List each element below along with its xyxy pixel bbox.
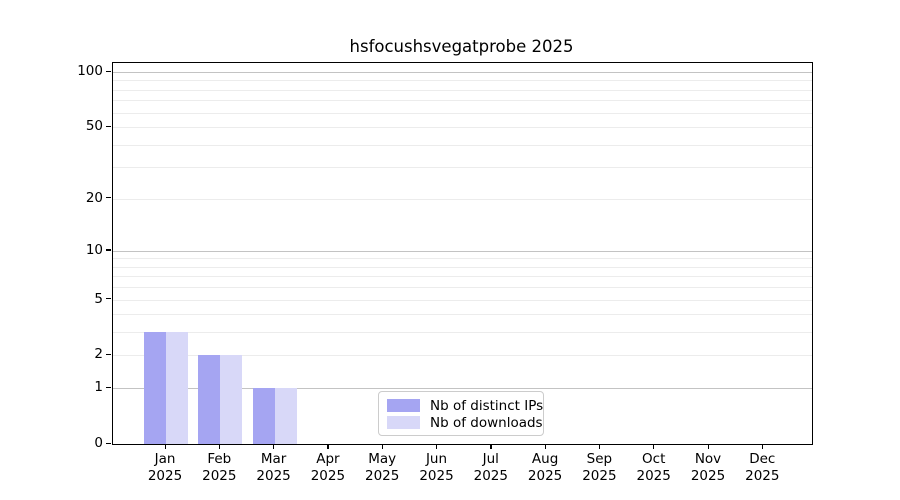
y-tick-label: 5 [94, 290, 103, 307]
x-axis-tick [273, 444, 275, 449]
x-axis-tick [598, 444, 601, 449]
gridline-minor [113, 198, 812, 200]
bar-nb-of-distinct-ips-jan [144, 332, 166, 444]
x-tick-label: Jun 2025 [419, 451, 454, 484]
x-tick-label: Aug 2025 [527, 451, 563, 484]
x-axis-tick [327, 444, 329, 449]
gridline-minor [113, 100, 812, 102]
y-tick-label: 100 [77, 63, 103, 80]
y-axis-tick [106, 249, 111, 251]
y-axis-tick [106, 353, 111, 356]
x-axis-tick [381, 444, 383, 449]
gridline-minor [113, 127, 812, 129]
legend-item-distinct-ips: Nb of distinct IPs [387, 397, 543, 414]
x-tick-label: Feb 2025 [202, 451, 237, 484]
y-tick-label: 1 [94, 379, 103, 396]
y-axis-tick [106, 125, 111, 127]
y-axis-tick [106, 386, 111, 388]
gridline-major [113, 388, 812, 390]
x-axis-tick [436, 444, 438, 449]
x-axis-tick [653, 444, 655, 449]
legend-item-downloads: Nb of downloads [387, 414, 543, 431]
chart-title: hsfocushsvegatprobe 2025 [349, 37, 574, 56]
plot-area [112, 62, 813, 445]
x-tick-label: Nov 2025 [690, 451, 726, 484]
y-axis-tick [106, 298, 111, 300]
bar-nb-of-downloads-mar [274, 388, 297, 444]
legend: Nb of distinct IPs Nb of downloads [378, 391, 544, 436]
x-tick-label: May 2025 [365, 451, 400, 484]
y-tick-label: 10 [85, 241, 103, 258]
legend-swatch-distinct-ips-icon [387, 399, 420, 412]
y-tick-label: 50 [85, 118, 103, 135]
legend-label-downloads: Nb of downloads [430, 414, 543, 431]
x-tick-label: Sep 2025 [582, 451, 617, 484]
gridline-minor [113, 89, 812, 91]
x-tick-label: Oct 2025 [636, 451, 671, 484]
x-tick-label: Apr 2025 [310, 451, 346, 484]
legend-label-distinct-ips: Nb of distinct IPs [430, 397, 544, 414]
bar-nb-of-distinct-ips-feb [198, 355, 221, 444]
x-axis-tick [218, 444, 221, 449]
x-axis-tick [761, 444, 764, 449]
gridline-minor [113, 355, 812, 357]
x-tick-label: Jul 2025 [473, 451, 508, 484]
y-tick-label: 20 [85, 189, 103, 206]
gridline-minor [113, 332, 812, 334]
gridline-minor [113, 314, 812, 316]
x-tick-label: Dec 2025 [745, 451, 780, 484]
x-tick-label: Mar 2025 [256, 451, 291, 484]
gridline-minor [113, 287, 812, 289]
y-axis-tick [106, 197, 111, 199]
gridline-minor [113, 276, 812, 278]
gridline-minor [113, 80, 812, 82]
x-axis-tick [164, 444, 166, 449]
x-axis-tick [544, 444, 546, 449]
legend-swatch-downloads-icon [387, 416, 420, 429]
gridline-minor [113, 266, 812, 268]
y-tick-label: 2 [94, 346, 103, 363]
gridline-major [113, 250, 812, 252]
bar-nb-of-downloads-jan [166, 332, 188, 444]
bar-nb-of-downloads-feb [220, 355, 243, 444]
gridline-minor [113, 167, 812, 169]
y-tick-label: 0 [94, 435, 103, 451]
y-axis-tick [106, 70, 111, 72]
gridline-minor [113, 144, 812, 146]
bar-nb-of-distinct-ips-mar [252, 388, 275, 444]
gridline-minor [113, 299, 812, 301]
x-tick-label: Jan 2025 [147, 451, 183, 484]
gridline-minor [113, 258, 812, 260]
y-axis-tick [106, 442, 111, 444]
gridline-major [113, 72, 812, 74]
gridline-minor [113, 112, 812, 114]
x-axis-tick [490, 444, 492, 449]
x-axis-tick [707, 444, 709, 449]
